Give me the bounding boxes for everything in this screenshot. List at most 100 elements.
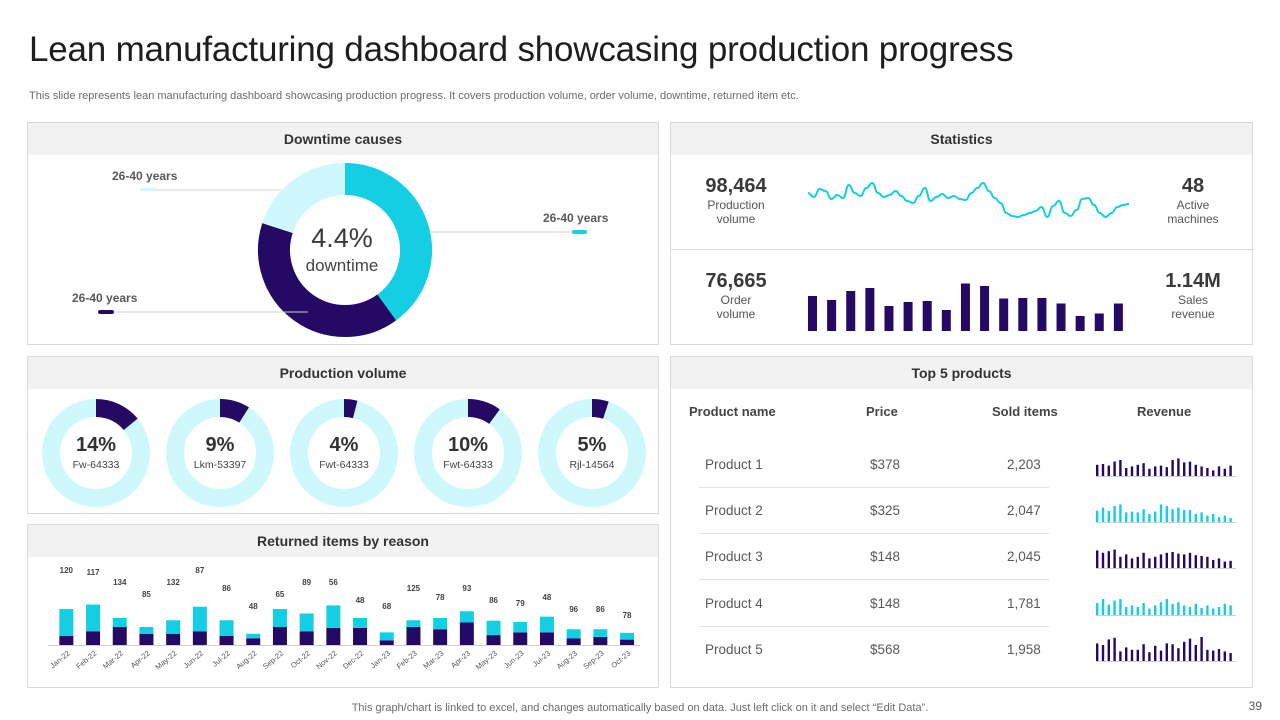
sales-revenue-label-1: Sales [1177,293,1209,307]
returned-data-label: 48 [542,593,551,602]
product-price-cell: $148 [870,596,901,611]
order-volume-value: 76,665 [705,270,767,292]
production-rings [42,399,646,507]
revenue-bar [1165,467,1168,476]
product-sold-cell: 2,047 [1007,503,1041,518]
returned-bar-series-2 [272,609,287,627]
revenue-bar [1217,558,1221,568]
revenue-bar [1229,560,1232,568]
revenue-bar [1148,608,1151,615]
sales-revenue-stat: 1.14M Sales revenue [1143,270,1243,321]
ring-label: Rjl-14564 [569,459,615,471]
returned-bar-series-2 [513,622,528,633]
ring-progress [343,399,358,419]
x-tick-label: Jun-22 [182,649,205,671]
revenue-bar [1223,651,1226,661]
returned-data-label: 86 [222,584,231,593]
returned-bar-series-2 [326,605,341,628]
returned-data-label: 125 [407,584,421,593]
revenue-bar [1217,649,1221,661]
ring-4-text: 10% Fwt-64333 [418,434,518,471]
x-tick-label: Mar-22 [101,649,125,671]
statistics-header: Statistics [671,123,1252,155]
revenue-bar [1200,466,1203,476]
returned-data-label: 134 [113,578,127,587]
downtime-label-1: 26-40 years [112,169,178,183]
returned-data-label: 48 [249,602,258,611]
ring-progress [219,399,249,423]
revenue-sparkbars [1096,504,1236,523]
returned-bar-series-1 [86,631,101,645]
order-bar [922,301,932,331]
x-tick-label: Feb-23 [395,649,419,671]
product-price-cell: $325 [870,503,901,518]
returned-bar-series-1 [353,627,368,645]
revenue-bar [1206,605,1209,615]
order-bar [1056,303,1066,331]
returned-data-label: 93 [462,584,471,593]
production-volume-label-1: Production [707,198,765,212]
revenue-bar [1125,607,1128,615]
page-title: Lean manufacturing dashboard showcasing … [29,30,1014,69]
order-bar [1094,313,1104,331]
x-tick-label: Jan-23 [369,649,392,671]
order-bar [1037,298,1047,331]
product-sold-cell: 2,045 [1007,549,1041,564]
revenue-bar [1177,458,1180,476]
revenue-bar [1119,651,1122,661]
returned-bar-series-2 [406,620,421,627]
x-tick-label: Mar-23 [421,649,445,671]
returned-bar-series-2 [192,606,207,632]
revenue-sparkbars [1096,637,1236,662]
revenue-sparkbars [1096,549,1236,569]
revenue-bar [1119,599,1122,615]
returned-data-label: 85 [142,590,151,599]
revenue-bar [1194,645,1197,661]
revenue-bar [1223,468,1226,476]
order-volume-bars [808,283,1123,331]
returned-bar-series-1 [59,636,74,645]
revenue-bar [1212,650,1215,661]
x-tick-label: Sep-22 [261,649,285,671]
revenue-bar [1113,506,1116,522]
returned-bar-series-1 [566,638,581,645]
x-tick-label: Oct-22 [289,649,312,670]
revenue-bar [1113,461,1116,476]
product-name-cell: Product 5 [705,642,763,657]
returned-bar-series-2 [353,618,368,628]
x-tick-label: Oct-23 [609,649,632,670]
revenue-bar [1183,510,1186,522]
revenue-bar [1159,554,1163,568]
returned-bar-series-1 [219,636,234,645]
revenue-bar [1107,510,1110,522]
ring-percent: 10% [447,434,489,456]
returned-bar-series-1 [299,631,314,645]
revenue-bar [1165,643,1168,661]
returned-data-label: 86 [489,596,498,605]
order-bar [1018,298,1028,331]
revenue-bar [1130,605,1134,615]
revenue-bar [1130,466,1134,476]
x-tick-label: Apr-22 [129,649,152,670]
revenue-bar [1177,507,1180,522]
revenue-bar [1194,464,1197,476]
revenue-bar [1171,509,1174,522]
product-sold-cell: 1,781 [1007,596,1041,611]
x-tick-label: Feb-22 [74,649,98,671]
revenue-bar [1165,552,1168,568]
downtime-chart [98,163,588,337]
product-sold-cell: 2,203 [1007,457,1041,472]
revenue-bar [1229,605,1232,615]
revenue-bar [1159,465,1163,476]
revenue-bar [1194,603,1197,615]
product-price-cell: $148 [870,549,901,564]
returned-bar-series-2 [299,613,314,632]
x-tick-label: Jun-23 [502,649,525,671]
returned-items-panel: Returned items by reason 120 Jan-22 117 Feb… [27,524,659,688]
ring-percent: 14% [75,434,117,456]
revenue-bar [1171,603,1174,615]
order-bar [941,310,951,331]
revenue-bar [1212,470,1215,476]
revenue-bar [1183,554,1186,568]
revenue-bar [1171,644,1174,661]
